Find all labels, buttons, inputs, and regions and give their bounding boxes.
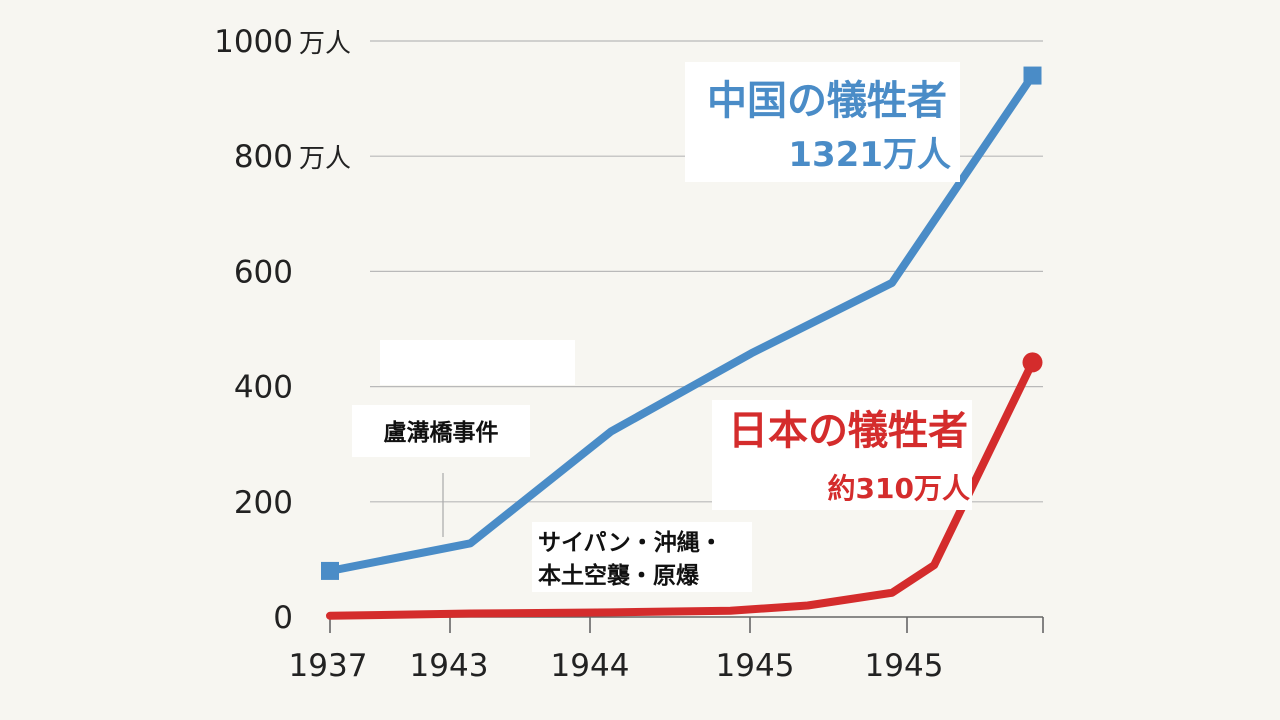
series-line [326, 71, 1037, 575]
annotation-box [352, 405, 530, 457]
y-tick-unit: 万人 [299, 29, 351, 59]
y-tick-label: 200 [234, 485, 293, 521]
x-tick-label: 1945 [716, 648, 795, 684]
series-total-japan: 約310万人 [828, 472, 970, 505]
y-tick-label: 0 [273, 600, 293, 636]
x-tick-label: 1943 [410, 648, 489, 684]
y-tick-label: 400 [234, 370, 293, 406]
series-label-japan: 日本の犠牲者 [728, 408, 968, 454]
y-tick-label: 600 [234, 254, 293, 290]
series-total-china: 1321万人 [788, 135, 951, 175]
x-tick-label: 1945 [865, 648, 944, 684]
series-label-box [685, 62, 960, 182]
y-tick-label: 800 [234, 139, 293, 175]
y-tick-label: 1000 [214, 24, 293, 60]
series-label-china: 中国の犠牲者 [707, 78, 947, 124]
data-point [321, 561, 339, 580]
annotation-box [532, 522, 752, 592]
x-tick-label: 1937 [289, 648, 368, 684]
series-line [326, 358, 1037, 620]
annotation-saipan-line1: サイパン・沖縄・ [538, 530, 723, 556]
data-point [1023, 66, 1042, 85]
series-label-box [712, 400, 972, 510]
x-tick-label: 1944 [551, 648, 630, 684]
annotation-saipan-line2: 本土空襲・原爆 [538, 562, 700, 589]
annotation-marco-polo-bridge: 盧溝橋事件 [384, 420, 499, 446]
y-tick-unit: 万人 [299, 144, 351, 174]
data-point [1022, 352, 1043, 373]
annotation-backdrop [380, 340, 575, 385]
